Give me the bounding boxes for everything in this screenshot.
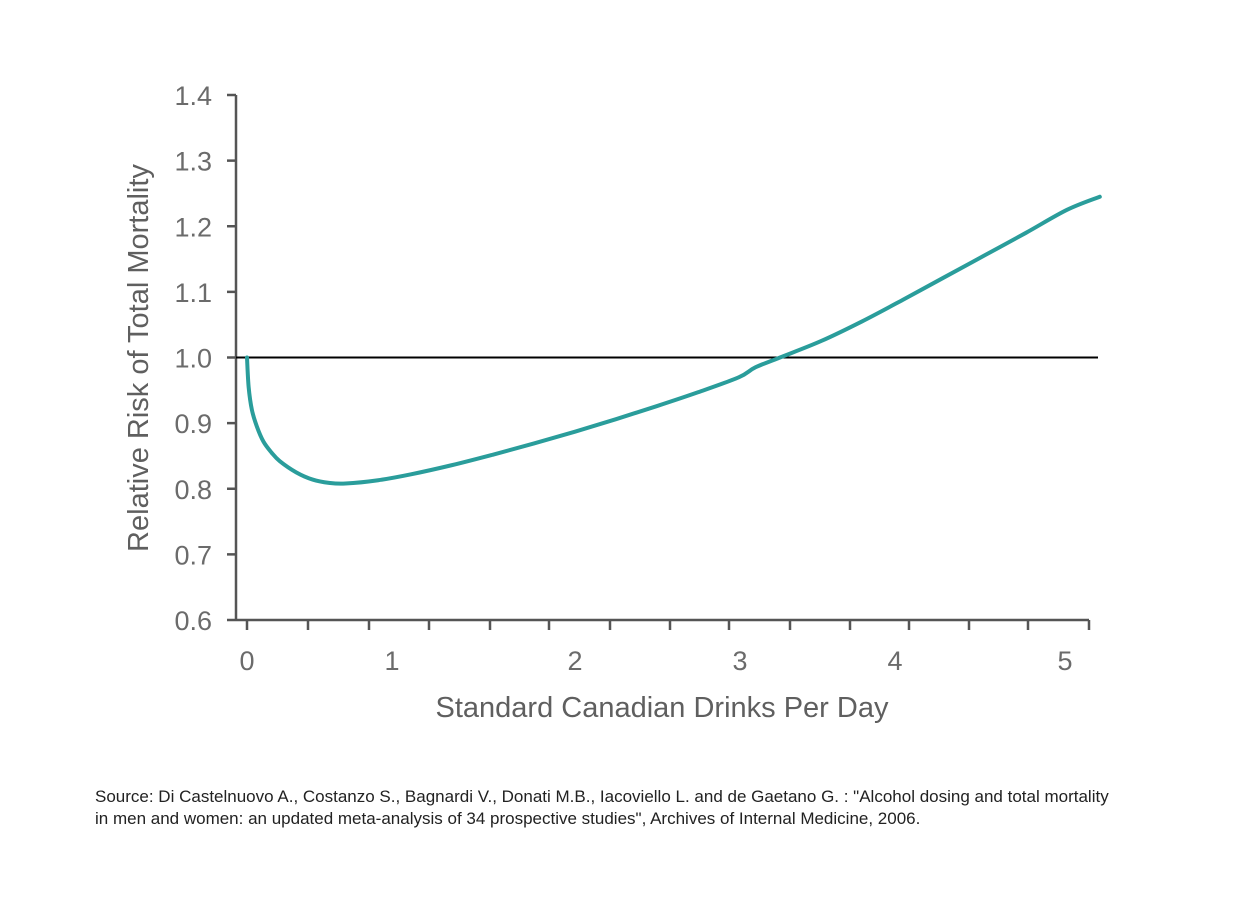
x-axis-title: Standard Canadian Drinks Per Day xyxy=(436,692,889,724)
y-tick-label: 1.3 xyxy=(174,147,212,177)
y-tick-label: 0.6 xyxy=(174,606,212,636)
y-tick-label: 0.8 xyxy=(174,475,212,505)
y-axis-ticks: 0.6 0.7 0.8 0.9 1.0 1.1 1.2 1.3 1.4 xyxy=(174,81,236,636)
x-tick-label: 3 xyxy=(732,646,747,676)
x-tick-label: 2 xyxy=(567,646,582,676)
y-tick-label: 0.9 xyxy=(174,409,212,439)
y-tick-label: 1.4 xyxy=(174,81,212,111)
series-line-relative-risk xyxy=(245,194,1102,486)
x-tick-label: 5 xyxy=(1057,646,1072,676)
source-citation: Source: Di Castelnuovo A., Costanzo S., … xyxy=(95,786,1195,830)
source-line-2: in men and women: an updated meta-analys… xyxy=(95,809,921,828)
y-tick-label: 0.7 xyxy=(174,540,212,570)
x-axis-ticks: 0 1 2 3 4 5 xyxy=(239,620,1091,676)
y-tick-label: 1.1 xyxy=(174,278,212,308)
x-tick-label: 1 xyxy=(384,646,399,676)
y-tick-label: 1.2 xyxy=(174,212,212,242)
y-tick-label: 1.0 xyxy=(174,344,212,374)
x-tick-label: 0 xyxy=(239,646,254,676)
source-line-1: Source: Di Castelnuovo A., Costanzo S., … xyxy=(95,787,1109,806)
x-tick-label: 4 xyxy=(887,646,902,676)
y-axis-title: Relative Risk of Total Mortality xyxy=(123,164,155,552)
